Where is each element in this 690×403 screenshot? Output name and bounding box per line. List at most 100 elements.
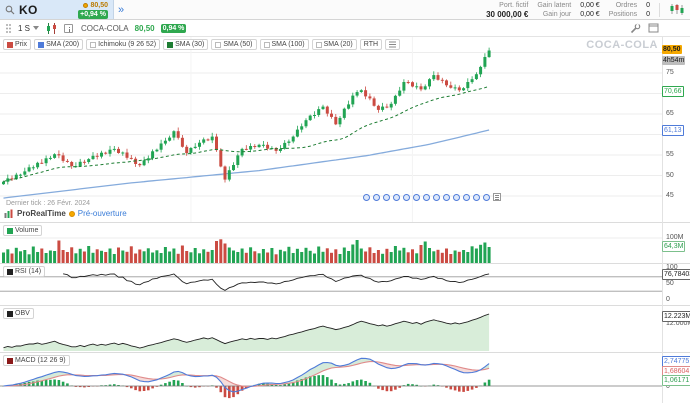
event-marker-icon[interactable] xyxy=(443,193,450,201)
event-marker-icon[interactable] xyxy=(423,193,430,201)
obv-legend-chip[interactable]: OBV xyxy=(3,308,34,319)
event-marker-icon[interactable] xyxy=(393,193,400,201)
obv-canvas[interactable] xyxy=(0,306,662,352)
chart-type-icon[interactable] xyxy=(45,22,58,34)
legend-checkbox[interactable] xyxy=(263,41,270,48)
legend-chip-sma-100[interactable]: SMA (100) xyxy=(259,39,309,50)
legend-checkbox[interactable] xyxy=(167,41,174,48)
timeframe-dropdown[interactable]: 1 S xyxy=(18,23,40,33)
volume-canvas[interactable] xyxy=(0,223,662,263)
price-axis-label: 75 xyxy=(666,69,674,76)
watermark: COCA-COLA xyxy=(586,39,658,51)
event-marker-icon[interactable] xyxy=(473,193,480,201)
event-marker-icon[interactable] xyxy=(403,193,410,201)
preopen-link[interactable]: Pré-ouverture xyxy=(77,209,127,218)
tab-change-badge: +0,94 % xyxy=(78,9,108,19)
obv-color-box xyxy=(7,310,13,317)
volume-scale-label: 100M xyxy=(666,234,684,241)
rsi-legend-chip[interactable]: RSI (14) xyxy=(3,266,46,277)
event-list-icon[interactable] xyxy=(493,193,501,201)
chevron-down-icon xyxy=(33,26,40,30)
rsi-color-box xyxy=(7,268,13,275)
price-axis-label: 55 xyxy=(666,151,674,158)
preopen-sun-icon xyxy=(68,210,75,217)
search-icon[interactable] xyxy=(5,5,15,15)
tab-price-block: 80,50 +0,94 % xyxy=(78,1,108,19)
info-icon[interactable] xyxy=(64,23,74,33)
rth-toggle[interactable]: RTH xyxy=(359,39,383,50)
indicator-list-icon[interactable] xyxy=(385,39,401,50)
chart-stack: Prix SMA (200) Ichimoku (9 26 52) SMA (30) S… xyxy=(0,37,690,403)
event-marker-icon[interactable] xyxy=(363,193,370,201)
sma30-value-badge: 70,66 xyxy=(662,85,684,97)
legend-chip-ichimoku-9-26-52[interactable]: Ichimoku (9 26 52) xyxy=(86,39,161,50)
legend-label: Prix xyxy=(15,41,28,48)
legend-chip-prix[interactable]: Prix xyxy=(3,39,32,50)
event-marker-icon[interactable] xyxy=(373,193,380,201)
legend-chip-sma-200[interactable]: SMA (200) xyxy=(34,39,84,50)
legend-label: SMA (20) xyxy=(323,41,353,48)
gain-latent-value: 0,00 € xyxy=(580,1,600,9)
price-axis-label: 45 xyxy=(666,192,674,199)
volume-color-box xyxy=(7,227,13,234)
new-window-icon[interactable] xyxy=(648,23,659,33)
legend-chip-sma-30[interactable]: SMA (30) xyxy=(163,39,209,50)
main-chart-canvas[interactable] xyxy=(0,37,662,222)
macd-color-box xyxy=(7,357,13,364)
instrument-tab[interactable]: KO 80,50 +0,94 % xyxy=(0,0,114,19)
event-marker-icon[interactable] xyxy=(453,193,460,201)
positions-label: Positions xyxy=(608,10,638,18)
macd-legend-chip[interactable]: MACD (12 26 9) xyxy=(3,355,70,366)
legend-checkbox[interactable] xyxy=(7,41,13,48)
legend-label: SMA (30) xyxy=(175,41,205,48)
legend-checkbox[interactable] xyxy=(215,41,222,48)
legend-checkbox[interactable] xyxy=(38,41,45,48)
rsi-legend-label: RSI (14) xyxy=(15,268,42,275)
timeframe-value: 1 S xyxy=(18,23,31,33)
legend-chip-sma-50[interactable]: SMA (50) xyxy=(211,39,257,50)
volume-legend-chip[interactable]: Volume xyxy=(3,225,43,236)
chart-toolbar: 1 S COCA-COLA 80,50 0,94 % xyxy=(0,20,690,37)
last-tick-label: Dernier tick : 26 Févr. 2024 xyxy=(6,200,91,207)
drag-handle-icon[interactable] xyxy=(5,23,12,34)
legend-chip-sma-20[interactable]: SMA (20) xyxy=(311,39,357,50)
ordres-label: Ordres xyxy=(615,1,638,9)
prorealtime-logo-icon xyxy=(4,209,13,218)
coin-icon xyxy=(83,2,89,8)
event-marker-icon[interactable] xyxy=(433,193,440,201)
ordres-value: 0 xyxy=(646,1,650,9)
obv-legend-label: OBV xyxy=(15,310,30,317)
price-axis-label: 65 xyxy=(666,110,674,117)
event-marker-icon[interactable] xyxy=(413,193,420,201)
rsi-50-label: 50 xyxy=(666,280,674,287)
prorealtime-link[interactable]: ProRealTime xyxy=(17,209,66,218)
legend-checkbox[interactable] xyxy=(90,41,97,48)
portfolio-label: Port. fictif xyxy=(499,1,529,9)
gain-latent-label: Gain latent xyxy=(537,1,572,9)
chart-window-icon[interactable] xyxy=(669,3,685,16)
instrument-change-badge: 0,94 % xyxy=(160,23,187,33)
rsi-100-label: 100 xyxy=(666,264,678,271)
legend-checkbox[interactable] xyxy=(315,41,322,48)
expand-tabs-button[interactable]: » xyxy=(118,3,125,16)
rsi-panel: RSI (14) 100 76,78403 50 0 xyxy=(0,263,690,305)
rsi-canvas[interactable] xyxy=(0,264,662,305)
indicator-legend: Prix SMA (200) Ichimoku (9 26 52) SMA (30) S… xyxy=(3,39,403,50)
tab-price: 80,50 xyxy=(90,1,108,9)
price-axis-label: 50 xyxy=(666,171,674,179)
rsi-0-label: 0 xyxy=(666,296,670,303)
portfolio-stats: Port. fictif 30 000,00 € Gain latent Gai… xyxy=(486,0,690,19)
gain-jour-label: Gain jour xyxy=(542,10,572,18)
macd-canvas[interactable] xyxy=(0,353,662,403)
macd-panel: MACD (12 26 9) 2,74775 1,68604 1,06171 0 xyxy=(0,352,690,403)
volume-legend-label: Volume xyxy=(15,227,39,234)
legend-label: SMA (100) xyxy=(271,41,305,48)
gain-jour-value: 0,00 € xyxy=(580,10,600,18)
event-marker-icon[interactable] xyxy=(483,193,490,201)
event-marker-icon[interactable] xyxy=(463,193,470,201)
wrench-icon[interactable] xyxy=(630,23,641,34)
brand-row: ProRealTime Pré-ouverture xyxy=(4,209,127,218)
event-marker-icon[interactable] xyxy=(383,193,390,201)
